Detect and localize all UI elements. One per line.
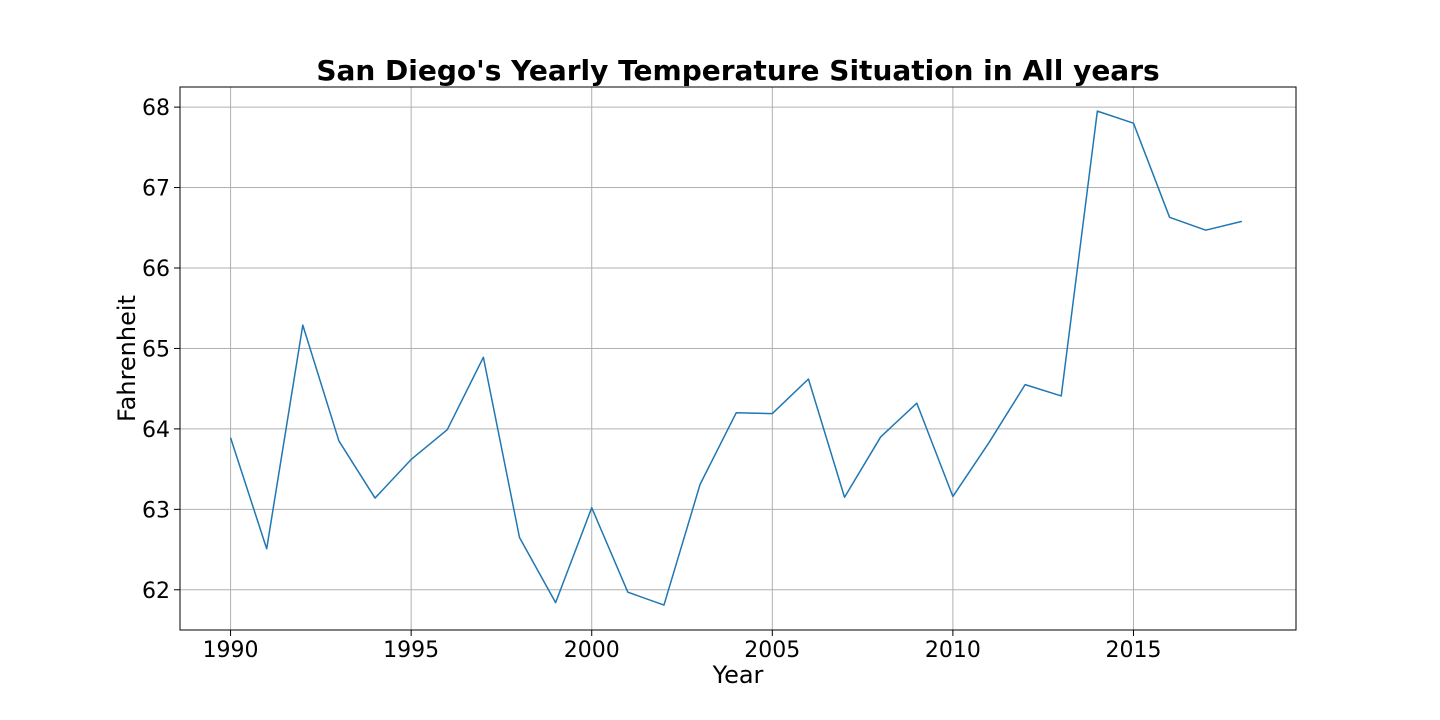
x-tick-label: 2000	[564, 638, 620, 663]
y-tick-label: 62	[142, 579, 170, 604]
grid-layer	[180, 87, 1296, 630]
y-tick-label: 65	[142, 337, 170, 362]
series-layer	[229, 110, 1243, 606]
temperature-series-line	[229, 110, 1243, 606]
y-tick-label: 68	[142, 96, 170, 121]
y-tick-label: 64	[142, 418, 170, 443]
x-tick-label: 2015	[1105, 638, 1161, 663]
y-tick-label: 66	[142, 257, 170, 282]
ticks-layer: 1990 1995 2000 2005 2010 2015 62 63 64 65 66 67 68	[142, 96, 1161, 663]
y-tick-label: 67	[142, 177, 170, 202]
y-axis-label: Fahrenheit	[113, 295, 141, 422]
x-tick-label: 1990	[203, 638, 259, 663]
plot-frame	[179, 86, 1297, 631]
x-tick-label: 2010	[925, 638, 981, 663]
y-tick-label: 63	[142, 498, 170, 523]
chart-title: San Diego's Yearly Temperature Situation…	[316, 54, 1159, 87]
x-tick-label: 2005	[744, 638, 800, 663]
x-tick-label: 1995	[383, 638, 439, 663]
x-axis-label: Year	[712, 661, 764, 689]
